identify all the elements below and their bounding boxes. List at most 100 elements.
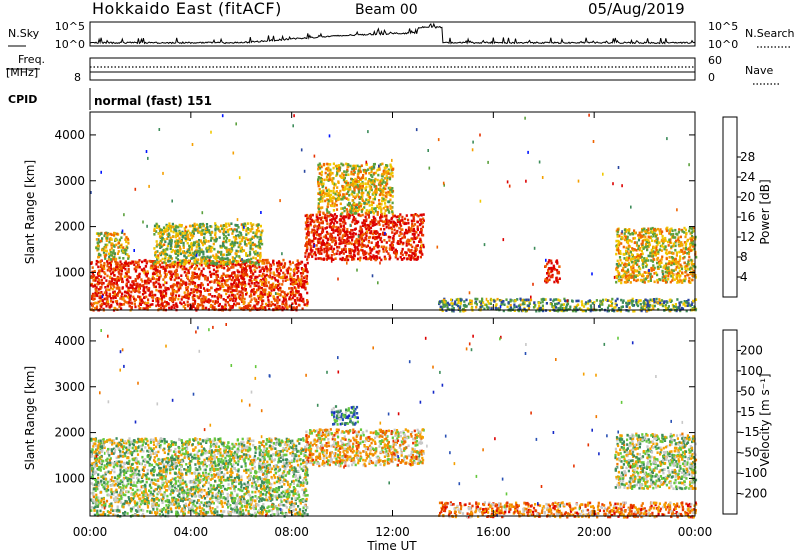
data-cell: [134, 298, 138, 301]
data-cell: [381, 172, 384, 176]
data-cell: [205, 223, 209, 226]
data-cell: [396, 257, 399, 261]
data-cell: [111, 251, 114, 254]
data-cell: [233, 228, 236, 231]
data-cell: [632, 300, 635, 303]
data-cell: [439, 305, 442, 309]
data-cell: [628, 306, 631, 309]
data-cell: [351, 207, 354, 210]
data-cell: [91, 297, 94, 300]
data-cell: [333, 184, 336, 187]
data-cell: [278, 275, 281, 279]
data-cell: [215, 270, 218, 273]
data-cell: [93, 284, 97, 288]
data-cell: [412, 213, 415, 217]
data-cell: [638, 231, 641, 235]
data-cell: [349, 206, 352, 210]
data-cell: [607, 309, 610, 313]
data-cell: [143, 269, 146, 273]
data-cell: [415, 231, 418, 234]
data-cell: [385, 191, 388, 195]
data-cell: [368, 185, 371, 188]
data-cell: [622, 299, 625, 302]
data-cell: [345, 232, 348, 236]
data-cell: [254, 262, 257, 265]
data-cell: [270, 289, 273, 292]
data-cell: [376, 204, 379, 208]
data-cell: [412, 224, 415, 228]
data-cell: [203, 259, 206, 262]
data-cell: [395, 254, 398, 257]
data-cell: [351, 238, 354, 242]
data-cell: [317, 202, 320, 205]
data-cell: [399, 223, 402, 226]
data-cell: [614, 305, 617, 309]
data-cell: [290, 297, 293, 301]
data-cell: [454, 300, 457, 303]
data-cell: [186, 271, 189, 275]
data-cell: [184, 257, 188, 261]
data-cell: [182, 305, 185, 308]
data-cell: [291, 302, 294, 305]
data-cell: [110, 272, 113, 276]
data-cell: [339, 257, 342, 261]
data-cell: [258, 286, 261, 289]
data-cell: [158, 252, 162, 255]
data-cell: [103, 276, 106, 280]
data-cell: [338, 246, 341, 249]
data-cell: [206, 228, 209, 231]
data-cell: [177, 297, 180, 301]
data-cell: [678, 304, 681, 307]
data-cell: [169, 277, 173, 281]
data-cell: [348, 251, 351, 255]
data-cell: [318, 162, 321, 166]
data-cell: [297, 269, 300, 273]
data-cell: [387, 252, 390, 255]
data-cell: [220, 250, 223, 254]
data-cell: [224, 303, 227, 306]
data-cell: [240, 274, 243, 278]
data-cell: [334, 192, 337, 196]
data-cell: [522, 298, 525, 302]
data-cell: [467, 302, 471, 306]
data-cell: [407, 248, 410, 251]
data-cell: [343, 239, 346, 242]
data-cell: [271, 303, 275, 306]
data-cell: [119, 277, 122, 280]
data-cell: [419, 247, 422, 251]
data-cell: [361, 249, 364, 252]
data-cell: [222, 230, 225, 233]
data-cell: [452, 307, 455, 310]
data-cell: [283, 262, 287, 265]
data-cell: [347, 236, 350, 239]
data-cell: [98, 274, 101, 277]
data-cell: [519, 297, 522, 301]
data-cell: [365, 219, 368, 223]
data-cell: [201, 256, 204, 259]
data-cell: [213, 256, 217, 259]
data-cell: [346, 213, 349, 216]
data-cell: [345, 173, 348, 177]
data-cell: [361, 180, 364, 184]
data-cell: [360, 228, 363, 231]
data-cell: [198, 246, 201, 250]
data-cell: [134, 305, 137, 309]
data-cell: [538, 304, 541, 308]
data-cell: [283, 263, 286, 267]
data-cell: [147, 301, 150, 304]
data-cell: [260, 231, 263, 234]
data-cell: [119, 269, 122, 272]
data-cell: [676, 264, 679, 268]
data-cell: [389, 164, 392, 168]
data-cell: [195, 264, 199, 268]
data-cell: [116, 263, 119, 267]
beam-label: Beam 00: [355, 2, 418, 18]
data-cell: [279, 307, 282, 311]
data-cell: [411, 224, 414, 228]
data-cell: [396, 229, 399, 233]
data-cell: [246, 260, 250, 263]
data-cell: [96, 260, 99, 264]
data-cell: [158, 285, 161, 289]
data-cell: [416, 255, 420, 259]
data-cell: [364, 188, 367, 192]
